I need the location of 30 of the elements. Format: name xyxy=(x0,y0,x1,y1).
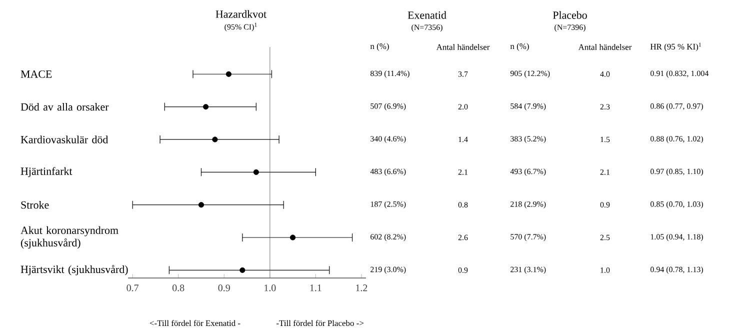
y-tick-label: Hjärtsvikt (sjukhusvård) xyxy=(20,265,128,276)
y-tick-label: Kardiovaskulär död xyxy=(20,136,108,144)
text: n (%) xyxy=(370,43,389,51)
y-tick-label: Akut koronarsyndrom (sjukhusvård) xyxy=(20,226,118,249)
text: <-Till fördel för Exenatid - xyxy=(150,320,240,326)
y-tick-label: Hjärtinfarkt xyxy=(20,167,72,178)
text: Antal händelser xyxy=(436,44,490,50)
point xyxy=(212,136,218,142)
x-tick-label: 1.1 xyxy=(310,284,322,292)
point xyxy=(203,104,209,110)
point xyxy=(240,267,246,273)
text: Exenatid xyxy=(408,11,446,19)
x-tick-label: 0.8 xyxy=(172,284,184,292)
y-tick-label: MACE xyxy=(20,70,52,78)
text: Placebo xyxy=(552,11,587,19)
point xyxy=(253,169,259,175)
point xyxy=(198,202,204,208)
text: Antal händelser xyxy=(578,44,632,50)
x-tick-label: 0.9 xyxy=(218,284,230,292)
y-tick-label: Stroke xyxy=(21,200,49,209)
text: -Till fördel för Placebo -> xyxy=(276,320,364,326)
text: n (%) xyxy=(510,43,529,51)
x-tick-label: 0.7 xyxy=(126,284,139,292)
chart-title: Hazardkvot xyxy=(216,10,267,18)
x-tick-label: 1.2 xyxy=(356,284,368,292)
text: HR (95 % KI)$^{1}$ xyxy=(650,42,702,52)
y-tick-label: Död av alla orsaker xyxy=(20,102,109,111)
x-tick-label: 1.0 xyxy=(264,284,276,292)
point xyxy=(226,71,232,77)
point xyxy=(290,234,296,240)
